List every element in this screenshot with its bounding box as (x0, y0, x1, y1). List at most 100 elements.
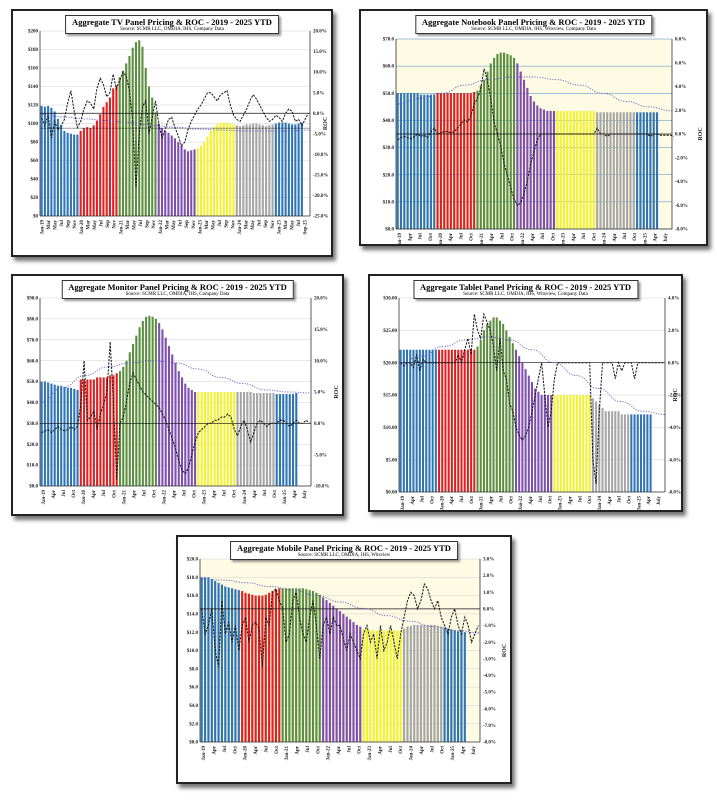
bar (261, 125, 264, 216)
x-axis-tick-label: Apr (647, 495, 652, 504)
bar (579, 395, 582, 492)
bar (601, 407, 604, 492)
bar (69, 133, 72, 216)
bar (655, 112, 659, 229)
mobile-chart-panel: Aggregate Mobile Panel Pricing & ROC - 2… (176, 535, 512, 784)
bar (489, 63, 492, 230)
left-axis-tick-label: $80.0 (27, 317, 39, 322)
chart-title: Aggregate Monitor Panel Pricing & ROC - … (68, 282, 287, 292)
right-axis-tick-label: 6.0% (675, 61, 686, 66)
right-axis-tick-label: -8.0% (668, 491, 681, 496)
bar (50, 107, 53, 216)
x-axis-tick-label: Apr (173, 489, 178, 498)
bar (639, 414, 642, 492)
bar (443, 627, 446, 743)
right-axis-tick-label: 2.0% (483, 574, 494, 579)
bar (576, 110, 579, 229)
x-axis-tick-label: Jan-24 (598, 496, 603, 511)
bar (63, 386, 66, 486)
bar (609, 112, 612, 229)
x-axis-tick-label: Jan-19 (40, 220, 45, 235)
bar (171, 354, 174, 486)
bar (460, 631, 463, 742)
left-axis-tick-label: $10.0 (383, 200, 395, 205)
bar (118, 77, 121, 216)
bar (425, 349, 428, 492)
bar (269, 393, 272, 486)
bar (164, 130, 167, 216)
x-axis-tick-label: Oct (549, 496, 554, 504)
bar (232, 124, 235, 216)
bar (102, 106, 105, 216)
bar (646, 414, 649, 492)
bar (623, 414, 626, 492)
bar (486, 71, 489, 229)
bar (629, 112, 632, 229)
bar (105, 377, 108, 486)
bar (524, 369, 527, 492)
x-axis-tick-label: May (251, 219, 256, 229)
bar (550, 395, 553, 492)
x-axis-tick-label: Jul (62, 489, 67, 496)
bar (447, 349, 450, 492)
bar (399, 349, 402, 492)
bar (73, 388, 76, 486)
bar (516, 63, 519, 230)
bar (251, 594, 254, 742)
left-axis-tick-label: $8.0 (189, 667, 198, 672)
bar (493, 58, 496, 229)
left-axis-tick-label: $40.0 (27, 401, 39, 406)
left-axis-tick-label: $0.0 (385, 228, 394, 233)
bar (40, 381, 43, 486)
x-axis-tick-label: Jul (183, 489, 188, 496)
bar (443, 93, 446, 229)
x-axis-tick-label: Jul (421, 495, 426, 502)
left-axis-tick-label: $20.0 (187, 558, 199, 563)
x-axis-tick-label: Apr (253, 489, 258, 498)
bar (287, 123, 290, 216)
x-axis-tick-label: Sep (185, 220, 190, 228)
bar (592, 110, 595, 229)
bar (446, 93, 449, 229)
x-axis-tick-label: Jan-21 (285, 745, 290, 760)
bar (235, 125, 238, 216)
x-axis-tick-label: Jan-21 (480, 495, 485, 510)
bar (559, 110, 562, 229)
left-axis-tick-label: $80 (31, 141, 39, 146)
bar (268, 125, 271, 216)
right-axis-tick-label: -20.0% (313, 194, 328, 199)
bar (332, 605, 335, 742)
bar (389, 630, 392, 742)
bar (86, 127, 89, 216)
right-axis-tick-label: -3.0% (483, 657, 496, 662)
right-axis-tick-label: -2.0% (668, 394, 681, 399)
left-axis-tick-label: $40.0 (383, 119, 395, 124)
bar (245, 124, 248, 216)
bar (239, 392, 242, 486)
x-axis-tick-label: Jul (142, 489, 147, 496)
bar (439, 93, 442, 229)
bar (457, 349, 460, 492)
bar (483, 79, 486, 230)
bar (66, 132, 69, 216)
left-axis-tick-label: $40 (31, 178, 39, 183)
x-axis-tick-label: Apr (420, 745, 425, 754)
bar (236, 392, 239, 486)
x-axis-tick-label: Apr (293, 489, 298, 498)
chart-subtitle: Source: SCMR LLC, OMDIA, IHS, Witsview, … (471, 27, 596, 32)
x-axis-tick-label: Mar (284, 219, 289, 229)
bar (264, 594, 267, 742)
left-axis-tick-label: $15.00 (383, 394, 397, 399)
chart-title: Aggregate Tablet Panel Pricing & ROC - 2… (419, 282, 632, 292)
bar (355, 624, 358, 742)
bar (422, 349, 425, 492)
x-axis-tick-label: May (291, 219, 296, 229)
bar (184, 383, 187, 486)
bar (132, 343, 135, 486)
bar (252, 123, 255, 216)
right-axis-tick-label: -1.0% (483, 624, 496, 629)
right-axis-tick-label: -4.0% (675, 180, 688, 185)
right-axis-tick-label: -5.0% (483, 691, 496, 696)
bar (416, 624, 419, 742)
x-axis-tick-label: Apr (608, 495, 613, 504)
